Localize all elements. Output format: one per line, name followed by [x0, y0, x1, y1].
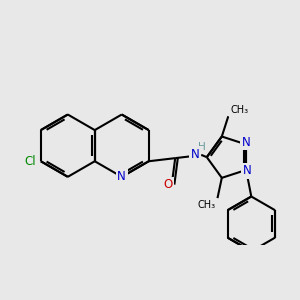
- Text: CH₃: CH₃: [197, 200, 215, 210]
- Text: O: O: [164, 178, 173, 191]
- Text: N: N: [242, 136, 250, 149]
- Text: N: N: [191, 148, 200, 161]
- Text: CH₃: CH₃: [230, 105, 249, 115]
- Text: H: H: [198, 142, 206, 152]
- Text: Cl: Cl: [25, 155, 37, 168]
- Text: N: N: [117, 170, 126, 183]
- Text: N: N: [243, 164, 251, 177]
